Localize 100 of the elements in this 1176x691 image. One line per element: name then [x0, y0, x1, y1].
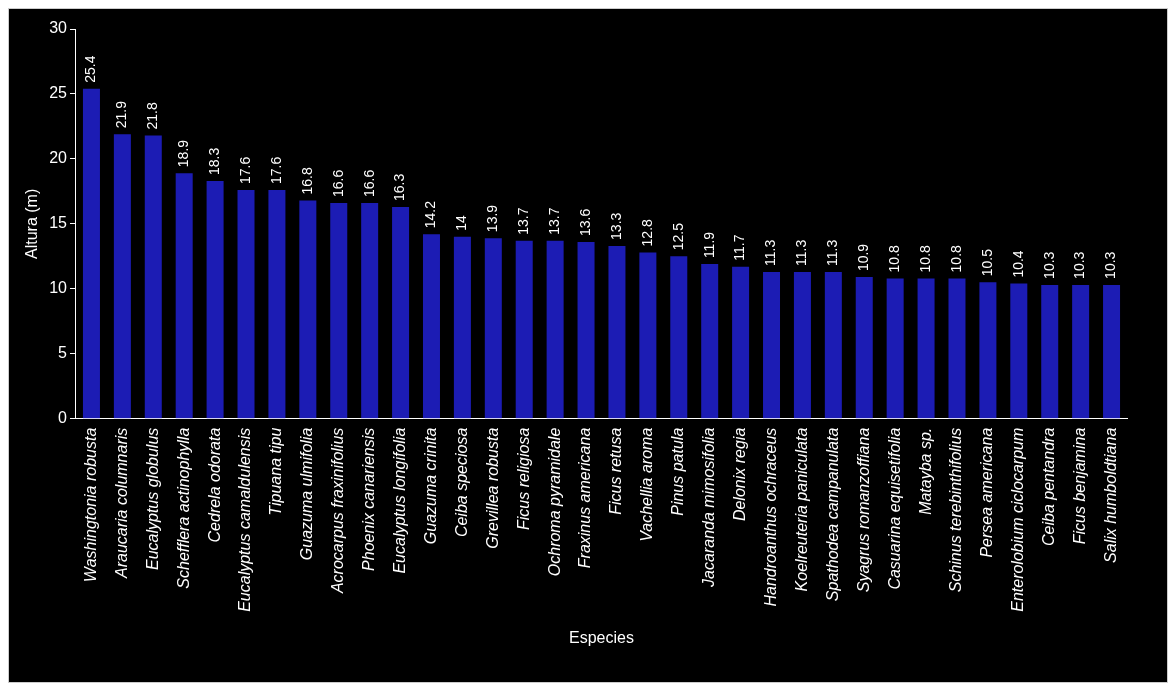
data-label: 10.8: [886, 244, 903, 273]
bar: [886, 278, 904, 419]
x-tick-label: Koelreuteria paniculata: [792, 427, 810, 592]
data-label: 11.3: [793, 239, 810, 266]
x-tick-label: Salix humboldtiana: [1102, 427, 1119, 563]
bar: [392, 206, 410, 419]
y-tick-label: 25: [49, 84, 68, 102]
bar: [608, 245, 626, 419]
bar: [701, 264, 719, 419]
data-label: 16.6: [360, 169, 377, 198]
data-label: 11.3: [824, 239, 841, 266]
bar: [484, 238, 502, 419]
bar: [917, 278, 935, 419]
x-tick-label: Ficus religiosa: [514, 427, 532, 530]
data-label: 12.5: [669, 222, 686, 251]
bar: [268, 190, 286, 419]
bar: [979, 282, 997, 419]
bar: [1010, 283, 1028, 419]
y-axis-title: Altura (m): [23, 188, 41, 259]
x-tick-label: Persea americana: [978, 427, 996, 558]
x-tick-label: Araucaria columnaris: [112, 427, 130, 579]
x-tick-label: Jacaranda mimosifolia: [700, 427, 718, 588]
y-tick-label: 5: [58, 344, 68, 362]
y-tick-label: 30: [49, 19, 68, 37]
bar: [793, 271, 811, 419]
bar: [670, 256, 688, 419]
bar: [175, 173, 193, 419]
x-tick-label: Eucalyptus longifolia: [391, 427, 409, 574]
bar: [577, 242, 595, 419]
data-label: 10.5: [978, 248, 995, 277]
bar: [361, 203, 379, 419]
bar: [206, 180, 224, 419]
x-tick-label: Ochroma pyramidale: [545, 427, 563, 577]
data-label: 12.8: [638, 218, 655, 247]
bar: [299, 200, 317, 419]
data-label: 16.3: [391, 173, 408, 201]
bar: [639, 252, 657, 419]
x-tick-label: Eucalyptus globulus: [143, 427, 161, 571]
x-tick-label: Grevillea robusta: [483, 427, 501, 549]
y-tick-label: 15: [49, 214, 68, 232]
bar: [422, 234, 440, 419]
x-tick-label: Delonix regia: [731, 427, 749, 522]
x-tick-label: Fraxinus americana: [576, 427, 594, 569]
x-tick-label: Handroanthus ochraceus: [761, 427, 779, 607]
data-label: 21.9: [113, 100, 130, 129]
data-label: 25.4: [82, 55, 99, 83]
data-label: 13.9: [484, 204, 501, 233]
x-tick-label: Tipuana tipu: [267, 427, 285, 516]
data-label: 17.6: [236, 156, 253, 185]
bar: [1103, 284, 1121, 419]
bar: [515, 240, 533, 419]
data-label: 10.3: [1071, 251, 1088, 279]
data-label: 16.6: [329, 169, 346, 198]
y-tick-label: 20: [49, 149, 68, 167]
x-tick-label: Washingtonia robusta: [81, 427, 99, 583]
data-label: 10.8: [916, 244, 933, 273]
x-tick-label: Spathodea campanulata: [823, 427, 841, 602]
bar: [113, 134, 131, 419]
data-label: 11.9: [700, 231, 717, 259]
y-tick-label: 10: [49, 279, 68, 297]
data-label: 10.4: [1009, 250, 1026, 278]
data-label: 17.6: [267, 156, 284, 185]
data-label: 10.8: [947, 244, 964, 273]
y-tick-label: 0: [58, 409, 68, 427]
data-label: 13.6: [576, 208, 593, 237]
x-axis-title: Especies: [569, 628, 634, 646]
data-label: 10.3: [1102, 251, 1119, 279]
bar: [144, 135, 162, 419]
data-label: 13.7: [515, 207, 532, 235]
bar: [763, 271, 781, 419]
x-tick-label: Ceiba pentandra: [1040, 427, 1058, 547]
x-tick-label: Matayba sp.: [916, 427, 934, 515]
bar: [824, 271, 842, 419]
bar: [732, 266, 750, 419]
data-label: 21.8: [144, 102, 161, 130]
x-tick-label: Syagrus romanzoffiana: [854, 427, 872, 593]
bar: [1072, 284, 1090, 419]
x-tick-label: Schefflera actinophylla: [174, 427, 192, 589]
bar: [546, 240, 564, 419]
x-tick-label: Ceiba speciosa: [452, 427, 470, 538]
x-tick-label: Ficus retusa: [607, 427, 625, 515]
data-label: 14.2: [422, 200, 439, 229]
x-tick-label: Phoenix canariensis: [360, 427, 378, 571]
data-label: 18.3: [205, 147, 222, 175]
x-tick-label: Guazuma crinita: [421, 427, 439, 545]
bar: [1041, 284, 1059, 419]
bar: [330, 203, 348, 419]
x-tick-label: Acrocarpus fraxinifolius: [329, 427, 347, 595]
data-label: 14: [453, 215, 470, 231]
x-tick-label: Cedrela odorata: [205, 427, 223, 543]
data-label: 11.7: [731, 234, 748, 261]
x-tick-label: Guazuma ulmifolia: [298, 427, 316, 561]
x-tick-label: Enterolobium ciclocarpum: [1009, 427, 1027, 612]
bar: [453, 236, 471, 419]
x-tick-label: Schinus terebinthifolius: [947, 427, 965, 593]
data-label: 16.8: [298, 167, 315, 195]
data-label: 11.3: [762, 239, 779, 266]
bar: [237, 190, 255, 419]
data-label: 10.3: [1040, 251, 1057, 279]
x-tick-label: Pinus patula: [669, 427, 687, 516]
